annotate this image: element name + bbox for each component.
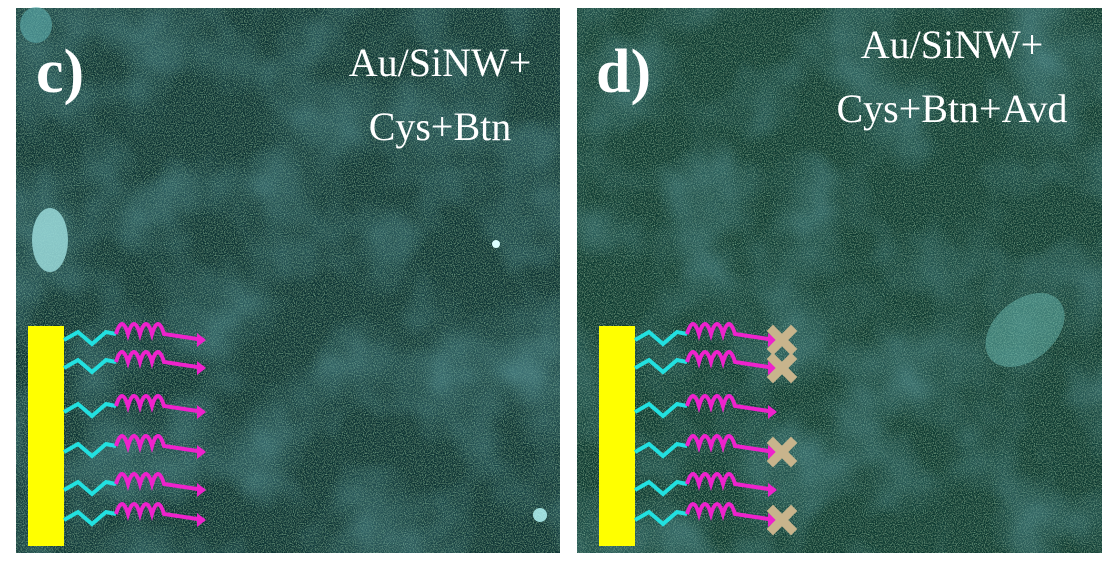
caption-line: Cys+Btn — [369, 104, 512, 149]
caption-line: Au/SiNW+ — [861, 22, 1044, 67]
bright-spot — [492, 240, 500, 248]
gold-surface — [28, 326, 64, 546]
bright-spot — [533, 508, 547, 522]
caption-line: Cys+Btn+Avd — [836, 86, 1067, 131]
avidin — [773, 443, 791, 461]
bright-spot — [32, 208, 68, 272]
panel-label: d) — [596, 38, 651, 106]
avidin — [773, 511, 791, 529]
avidin — [773, 331, 791, 349]
panel-label: c) — [36, 38, 84, 106]
caption-line: Au/SiNW+ — [349, 40, 532, 85]
avidin — [773, 359, 791, 377]
figure: c) Au/SiNW+ Cys+Btn d) Au/SiNW+ Cys+Btn+… — [0, 0, 1102, 561]
micrograph-texture — [16, 8, 560, 553]
panel-c: c) Au/SiNW+ Cys+Btn — [16, 7, 560, 553]
gold-surface — [599, 326, 635, 546]
panel-d: d) Au/SiNW+ Cys+Btn+Avd — [577, 8, 1102, 553]
